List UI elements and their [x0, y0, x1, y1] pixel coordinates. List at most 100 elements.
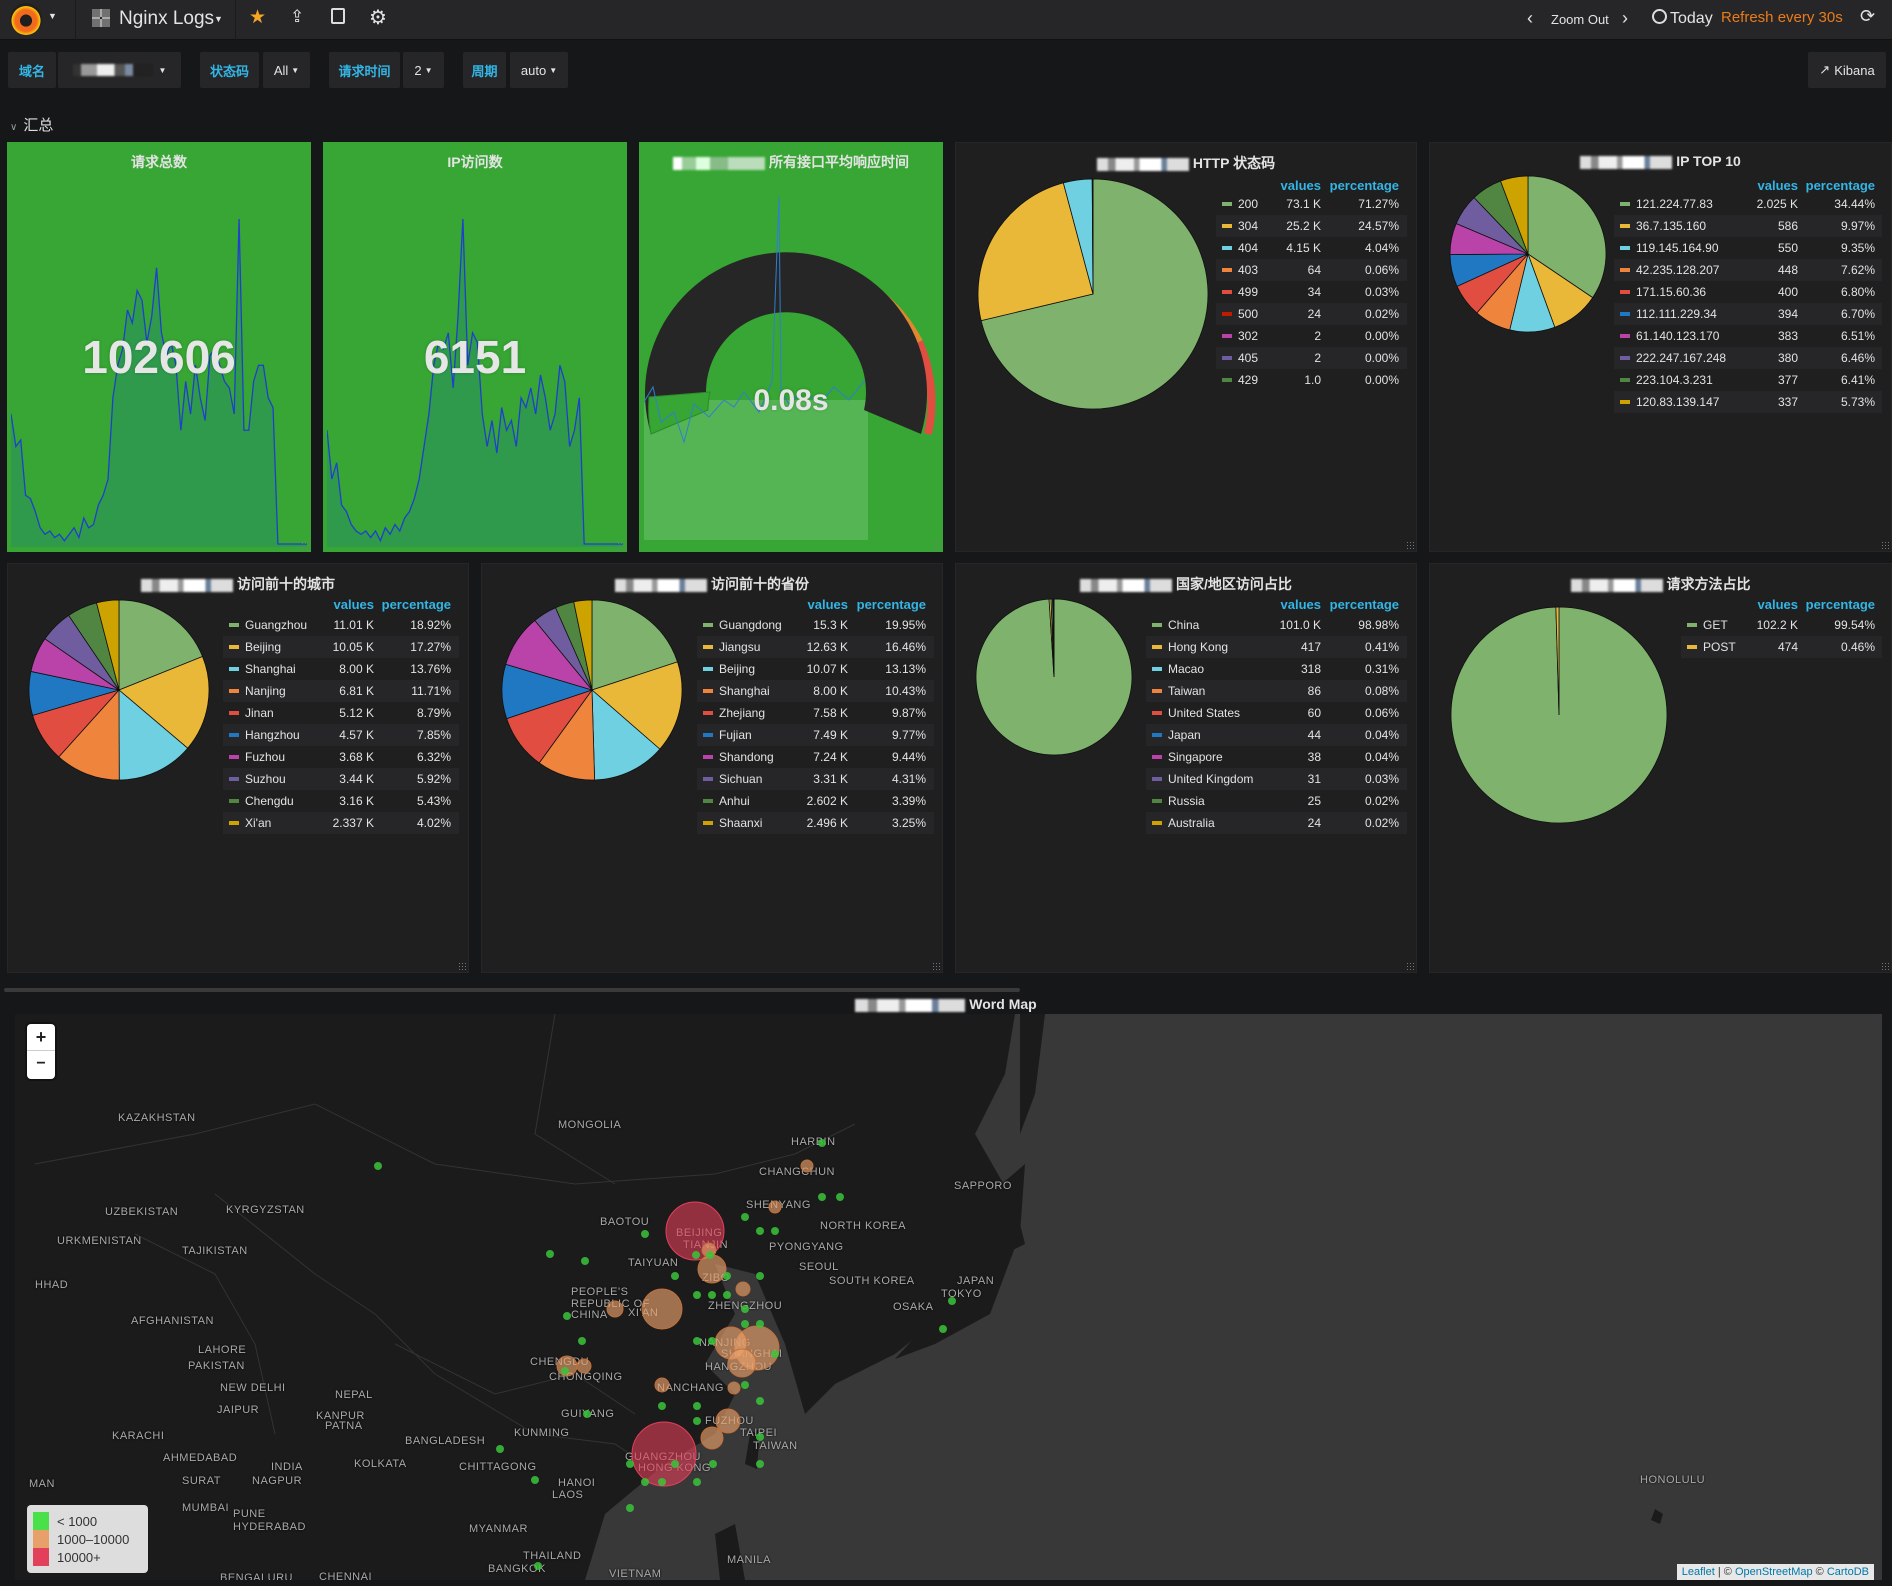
map-marker-medium[interactable] [697, 1254, 727, 1284]
legend-row[interactable] [1146, 790, 1407, 812]
var-select-status[interactable]: All ▼ [263, 52, 310, 88]
map-marker-low[interactable] [496, 1445, 504, 1453]
legend-row[interactable] [1681, 636, 1882, 658]
pie-panel-top-provinces[interactable]: 访问前十的省份 values percentage Guangdong 15.3 K 19… [481, 563, 943, 973]
row-collapse-toggle[interactable]: ∨ 汇总 [10, 114, 53, 135]
legend-row[interactable] [1614, 259, 1882, 281]
legend-row[interactable] [1216, 369, 1407, 391]
pie-slice-304[interactable] [977, 182, 1094, 322]
pie-slice-Beijing[interactable] [118, 655, 210, 749]
map-marker-low[interactable] [531, 1476, 539, 1484]
legend-row[interactable] [697, 614, 934, 636]
legend-row[interactable] [1614, 281, 1882, 303]
map-marker-medium[interactable] [576, 1358, 592, 1374]
stat-panel-ip[interactable]: IP访问数 6151 [323, 142, 627, 552]
pie-slice-POST[interactable] [1555, 606, 1560, 716]
map-marker-medium[interactable] [735, 1281, 751, 1297]
legend-row[interactable] [1146, 614, 1407, 636]
resize-handle[interactable] [1406, 962, 1414, 970]
grafana-logo-icon[interactable] [10, 3, 42, 35]
legend-row[interactable] [1216, 215, 1407, 237]
legend-row[interactable] [223, 702, 459, 724]
legend-row[interactable] [223, 746, 459, 768]
pie-slice-Xi'an[interactable] [96, 599, 120, 691]
section-divider[interactable] [4, 988, 1020, 992]
legend-row[interactable] [1216, 325, 1407, 347]
map-marker-low[interactable] [693, 1478, 701, 1486]
legend-row[interactable] [697, 790, 934, 812]
legend-row[interactable] [1216, 303, 1407, 325]
map-marker-low[interactable] [723, 1272, 731, 1280]
legend-row[interactable] [1146, 746, 1407, 768]
legend-row[interactable] [1614, 237, 1882, 259]
legend-row[interactable] [1216, 281, 1407, 303]
zoom-forward-icon[interactable]: › [1622, 8, 1628, 28]
legend-row[interactable] [223, 636, 459, 658]
map-marker-low[interactable] [626, 1504, 634, 1512]
legend-row[interactable] [1614, 347, 1882, 369]
map-marker-low[interactable] [671, 1460, 679, 1468]
resize-handle[interactable] [301, 542, 309, 550]
pie-slice-Shanghai[interactable] [118, 689, 189, 781]
map-marker-low[interactable] [723, 1291, 731, 1299]
map-marker-low[interactable] [836, 1193, 844, 1201]
map-marker-low[interactable] [741, 1213, 749, 1221]
legend-row[interactable] [223, 680, 459, 702]
map-marker-low[interactable] [948, 1297, 956, 1305]
map-marker-medium[interactable] [606, 1300, 624, 1318]
legend-row[interactable] [1146, 724, 1407, 746]
map-marker-medium[interactable] [654, 1377, 670, 1393]
var-select-request-time[interactable]: 2 ▼ [403, 52, 444, 88]
pie-slice-Nanjing[interactable] [58, 688, 120, 781]
legend-row[interactable] [223, 724, 459, 746]
resize-handle[interactable] [1881, 962, 1889, 970]
map-marker-low[interactable] [741, 1320, 749, 1328]
legend-row[interactable] [1614, 325, 1882, 347]
refresh-interval[interactable]: Refresh every 30s [1721, 9, 1843, 26]
map-marker-low[interactable] [561, 1367, 569, 1375]
pie-panel-http-status[interactable]: HTTP 状态码 values percentage 200 73.1 K 71.27% 3… [955, 142, 1417, 552]
pie-panel-ip-top10[interactable]: IP TOP 10 values percentage 121.224.77.83 2.… [1429, 142, 1892, 552]
legend-row[interactable] [1614, 391, 1882, 413]
map-marker-low[interactable] [563, 1312, 571, 1320]
var-select-domain[interactable]: ▼ [58, 52, 181, 88]
map-marker-medium[interactable] [800, 1159, 814, 1173]
pie-slice-Guangzhou[interactable] [118, 599, 204, 691]
share-icon[interactable]: ⇪ [290, 7, 305, 26]
legend-row[interactable] [1146, 658, 1407, 680]
legend-row[interactable] [1216, 193, 1407, 215]
map-marker-low[interactable] [546, 1250, 554, 1258]
legend-row[interactable] [697, 680, 934, 702]
map-marker-low[interactable] [756, 1272, 764, 1280]
map-marker-low[interactable] [374, 1162, 382, 1170]
map-marker-low[interactable] [641, 1230, 649, 1238]
map-marker-low[interactable] [771, 1350, 779, 1358]
refresh-icon[interactable]: ⟳ [1860, 6, 1876, 26]
resize-handle[interactable] [617, 542, 625, 550]
legend-row[interactable] [697, 636, 934, 658]
time-range-picker[interactable]: Today [1670, 10, 1713, 27]
pie-slice-121.224.77.83[interactable] [1527, 175, 1607, 299]
kibana-link[interactable]: ↗ Kibana [1808, 52, 1886, 88]
star-icon[interactable]: ★ [249, 7, 267, 28]
pie-slice-Beijing[interactable] [591, 689, 661, 781]
map-marker-low[interactable] [708, 1337, 716, 1345]
pie-slice-Guangdong[interactable] [591, 599, 679, 691]
map-marker-medium[interactable] [727, 1348, 757, 1378]
logo-caret-icon[interactable]: ▼ [48, 11, 57, 21]
map-marker-high[interactable] [631, 1421, 697, 1487]
legend-row[interactable] [1146, 812, 1407, 834]
legend-row[interactable] [697, 658, 934, 680]
legend-row[interactable] [697, 724, 934, 746]
legend-row[interactable] [1216, 259, 1407, 281]
gear-icon[interactable]: ⚙ [369, 7, 387, 29]
map-marker-low[interactable] [709, 1460, 717, 1468]
map-marker-low[interactable] [756, 1433, 764, 1441]
zoom-back-icon[interactable]: ‹ [1527, 8, 1533, 28]
map-marker-low[interactable] [756, 1320, 764, 1328]
map-marker-low[interactable] [939, 1325, 947, 1333]
resize-handle[interactable] [458, 962, 466, 970]
map-marker-low[interactable] [756, 1460, 764, 1468]
legend-row[interactable] [1614, 193, 1882, 215]
legend-row[interactable] [1146, 636, 1407, 658]
